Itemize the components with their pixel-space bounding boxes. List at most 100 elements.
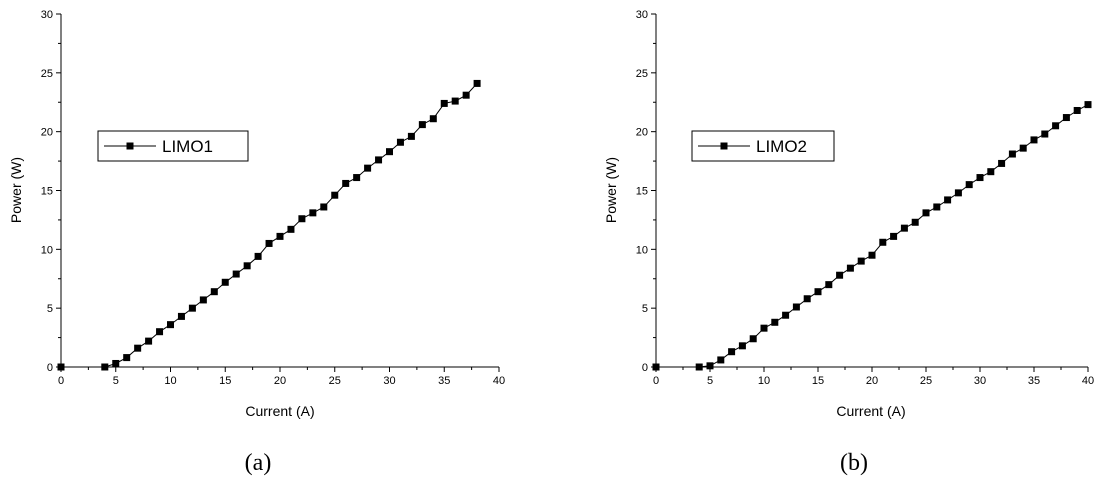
data-point <box>309 209 317 217</box>
data-point <box>868 251 876 259</box>
x-tick-label: 30 <box>383 375 395 387</box>
data-point <box>364 164 372 172</box>
x-tick-label: 0 <box>58 375 64 387</box>
data-point <box>298 215 306 223</box>
legend-label: LIMO2 <box>756 137 807 156</box>
data-point <box>199 296 207 304</box>
chart-panel-b: Current (A) Power (W) (b) 0 5 10 15 20 25 30 0 5… <box>603 9 1094 476</box>
data-point <box>846 264 854 272</box>
x-axis-title: Current (A) <box>836 403 905 419</box>
data-point <box>331 191 339 199</box>
y-axis-title: Power (W) <box>603 157 619 223</box>
x-tick-label: 15 <box>219 375 231 387</box>
data-point <box>771 318 779 326</box>
data-point <box>134 344 142 352</box>
y-tick-label: 25 <box>41 68 53 80</box>
data-point <box>440 99 448 107</box>
y-tick-label: 0 <box>47 362 53 374</box>
data-point <box>857 257 865 265</box>
y-tick-label: 20 <box>41 127 53 139</box>
y-tick-label: 15 <box>636 186 648 198</box>
data-point <box>760 324 768 332</box>
data-point <box>922 209 930 217</box>
data-point <box>1052 122 1060 130</box>
y-tick-label: 5 <box>47 303 53 315</box>
data-point <box>145 337 153 345</box>
data-point <box>386 148 393 156</box>
data-point <box>320 203 328 211</box>
x-tick-label: 20 <box>866 375 878 387</box>
y-tick-label: 10 <box>636 244 648 256</box>
data-point <box>232 270 240 278</box>
y-tick-label: 0 <box>642 362 648 374</box>
data-point <box>123 354 131 362</box>
data-point <box>342 179 350 187</box>
data-point <box>879 238 887 246</box>
data-point <box>265 239 273 247</box>
data-point <box>177 312 185 320</box>
data-point <box>1030 136 1038 144</box>
data-point <box>1084 101 1092 109</box>
y-tick-label: 10 <box>41 244 53 256</box>
data-point <box>695 363 703 371</box>
data-point <box>900 224 908 232</box>
chart-panel-a: Current (A) Power (W) (a) 0 5 10 15 20 25 30 0 5… <box>8 9 505 476</box>
data-point <box>933 203 941 211</box>
data-point <box>738 342 746 350</box>
x-tick-label: 25 <box>329 375 341 387</box>
data-point <box>998 159 1006 167</box>
data-point <box>814 288 822 296</box>
data-point <box>156 328 164 336</box>
data-point <box>254 252 262 260</box>
data-point <box>749 335 757 343</box>
data-point <box>1008 150 1016 158</box>
y-tick-label: 20 <box>636 127 648 139</box>
data-point <box>987 168 995 176</box>
x-tick-label: 10 <box>164 375 176 387</box>
x-tick-label: 35 <box>1028 375 1040 387</box>
y-tick-label: 25 <box>636 68 648 80</box>
data-point <box>375 156 383 164</box>
data-point <box>954 189 962 197</box>
data-point <box>706 362 714 370</box>
data-point <box>429 115 437 123</box>
data-point <box>221 278 229 286</box>
data-point <box>1041 130 1049 138</box>
legend-marker <box>720 142 728 150</box>
data-point <box>965 181 973 189</box>
legend-label: LIMO1 <box>162 137 213 156</box>
data-point <box>287 225 295 233</box>
data-point <box>473 79 481 87</box>
y-tick-label: 30 <box>41 9 53 21</box>
data-point <box>210 288 218 296</box>
x-tick-label: 30 <box>974 375 986 387</box>
caption-b: (b) <box>840 450 868 476</box>
data-point <box>1073 106 1081 114</box>
data-point <box>167 321 174 329</box>
data-point <box>407 132 415 140</box>
data-point <box>782 311 790 319</box>
data-point <box>243 262 251 270</box>
data-point <box>890 232 898 240</box>
data-point <box>1019 144 1027 152</box>
data-point <box>911 218 919 226</box>
data-point <box>717 356 725 364</box>
data-point <box>188 304 196 312</box>
y-axis-title: Power (W) <box>8 157 24 223</box>
x-tick-label: 25 <box>920 375 932 387</box>
y-tick-label: 15 <box>41 186 53 198</box>
y-tick-label: 30 <box>636 9 648 21</box>
series-line <box>61 83 478 368</box>
data-point <box>836 271 844 279</box>
x-tick-label: 10 <box>758 375 770 387</box>
data-point <box>944 196 952 204</box>
data-point <box>451 97 459 105</box>
data-point <box>1062 114 1070 122</box>
data-point <box>825 281 833 289</box>
x-tick-label: 40 <box>493 375 505 387</box>
x-axis-title: Current (A) <box>245 403 314 419</box>
data-point <box>112 359 120 367</box>
data-point <box>418 121 426 129</box>
x-tick-label: 15 <box>812 375 824 387</box>
data-point <box>57 363 65 371</box>
